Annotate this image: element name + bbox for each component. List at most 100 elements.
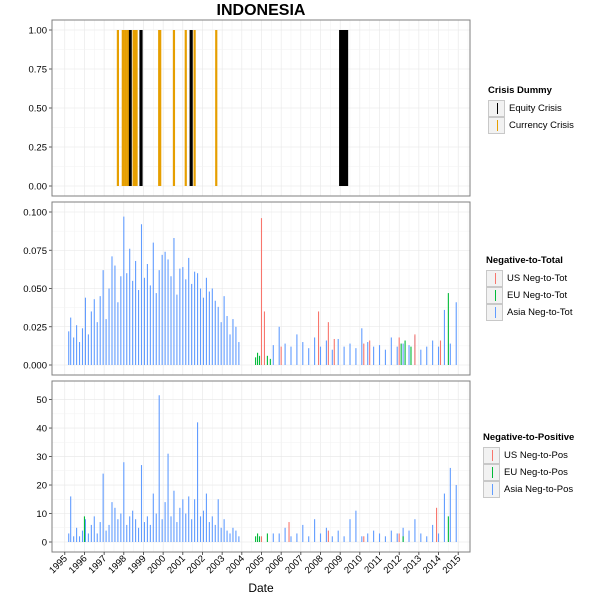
bar-asia bbox=[185, 513, 187, 542]
bar-asia bbox=[284, 343, 286, 365]
bar-equity bbox=[345, 30, 349, 186]
legend-key-currency bbox=[488, 117, 505, 134]
bar-asia bbox=[161, 254, 163, 365]
bar-us bbox=[363, 343, 365, 365]
bar-eu bbox=[255, 357, 257, 365]
bar-us bbox=[363, 536, 365, 542]
bar-asia bbox=[123, 462, 125, 542]
legend-title: Negative-to-Positive bbox=[483, 432, 575, 443]
bar-asia bbox=[432, 524, 434, 542]
bar-asia bbox=[308, 536, 310, 542]
bar-asia bbox=[355, 348, 357, 365]
bar-asia bbox=[272, 533, 274, 542]
bar-asia bbox=[223, 519, 225, 542]
bar-asia bbox=[211, 288, 213, 365]
bar-asia bbox=[217, 499, 219, 542]
legend-neg-to-pos: Negative-to-Positive US Neg-to-Pos EU Ne… bbox=[483, 432, 574, 498]
bar-asia bbox=[349, 519, 351, 542]
bar-currency bbox=[122, 30, 125, 186]
bar-asia bbox=[102, 473, 104, 542]
bar-asia bbox=[205, 493, 207, 542]
legend-key-us bbox=[483, 447, 500, 464]
bar-asia bbox=[402, 343, 404, 365]
bar-asia bbox=[420, 349, 422, 365]
x-tick-label: 2009 bbox=[323, 553, 346, 576]
bar-asia bbox=[143, 277, 146, 365]
bar-asia bbox=[140, 224, 143, 365]
bar-us bbox=[327, 322, 329, 365]
bar-asia bbox=[170, 516, 172, 542]
bar-asia bbox=[152, 242, 154, 365]
legend-item-equity: Equity Crisis bbox=[488, 100, 574, 117]
x-tick-label: 2002 bbox=[185, 553, 208, 576]
bar-asia bbox=[314, 337, 316, 365]
y-tick-label: 0.075 bbox=[23, 246, 47, 257]
legend-item-eu: EU Neg-to-Tot bbox=[486, 287, 572, 304]
legend-label: EU Neg-to-Tot bbox=[507, 290, 568, 301]
bar-asia bbox=[123, 216, 125, 365]
bar-asia bbox=[278, 533, 280, 542]
bar-asia bbox=[81, 530, 84, 542]
bar-asia bbox=[93, 516, 95, 542]
bar-asia bbox=[396, 346, 398, 365]
bar-asia bbox=[402, 527, 404, 542]
bar-asia bbox=[455, 485, 457, 542]
bar-asia bbox=[73, 337, 75, 365]
bar-asia bbox=[432, 340, 434, 365]
bar-us bbox=[398, 533, 400, 542]
bar-eu bbox=[400, 343, 402, 365]
bar-asia bbox=[84, 297, 86, 365]
x-tick-label: 2015 bbox=[441, 553, 464, 576]
bar-asia bbox=[129, 248, 131, 365]
bar-asia bbox=[155, 513, 157, 542]
bar-eu bbox=[410, 346, 412, 365]
bar-asia bbox=[114, 507, 116, 542]
bar-asia bbox=[235, 326, 237, 365]
x-tick-label: 2010 bbox=[342, 553, 365, 576]
y-tick-label: 40 bbox=[36, 424, 47, 435]
bar-asia bbox=[296, 334, 298, 365]
bar-asia bbox=[120, 513, 122, 542]
bar-asia bbox=[182, 267, 184, 365]
x-tick-label: 2001 bbox=[165, 553, 188, 576]
bar-eu bbox=[266, 355, 268, 365]
bar-currency bbox=[172, 30, 176, 186]
bar-asia bbox=[390, 337, 392, 365]
bar-asia bbox=[437, 346, 440, 365]
bar-asia bbox=[81, 328, 84, 365]
bar-asia bbox=[87, 533, 89, 542]
y-tick-label: 50 bbox=[36, 395, 47, 406]
bar-asia bbox=[208, 522, 210, 542]
bar-asia bbox=[343, 346, 345, 365]
y-tick-label: 20 bbox=[36, 481, 47, 492]
bar-asia bbox=[443, 309, 445, 365]
x-tick-label: 2006 bbox=[264, 553, 287, 576]
bar-asia bbox=[105, 319, 107, 365]
bar-equity bbox=[129, 30, 132, 186]
bar-currency bbox=[159, 30, 162, 186]
bar-asia bbox=[93, 299, 95, 365]
bar-eu bbox=[266, 533, 268, 542]
bar-asia bbox=[373, 530, 375, 542]
bar-asia bbox=[138, 290, 140, 365]
bar-asia bbox=[179, 268, 181, 365]
y-tick-label: 0.75 bbox=[29, 65, 48, 76]
bar-asia bbox=[140, 465, 143, 542]
bar-asia bbox=[314, 519, 316, 542]
bar-us bbox=[288, 522, 290, 542]
x-tick-label: 1997 bbox=[87, 553, 110, 576]
bar-asia bbox=[384, 349, 386, 365]
bar-asia bbox=[158, 270, 160, 365]
legend-label: US Neg-to-Tot bbox=[507, 273, 568, 284]
bar-asia bbox=[158, 395, 160, 542]
bar-asia bbox=[396, 533, 398, 542]
bar-asia bbox=[220, 322, 222, 365]
bar-asia bbox=[76, 325, 78, 365]
bar-asia bbox=[235, 530, 237, 542]
bar-us bbox=[436, 507, 438, 542]
x-tick-label: 1995 bbox=[47, 553, 70, 576]
bar-asia bbox=[367, 533, 369, 542]
bar-asia bbox=[68, 533, 70, 542]
bar-asia bbox=[349, 343, 351, 365]
bar-asia bbox=[426, 536, 428, 542]
